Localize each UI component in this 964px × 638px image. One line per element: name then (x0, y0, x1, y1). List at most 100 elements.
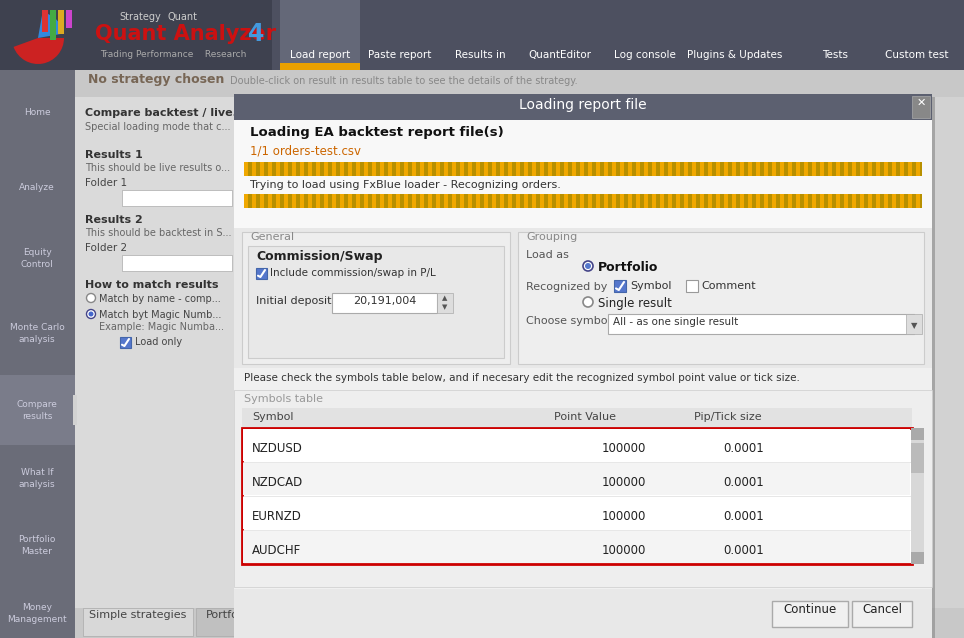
Text: ▲: ▲ (442, 295, 447, 301)
Bar (243, 463, 910, 495)
Bar (356, 194, 360, 208)
Bar (812, 194, 816, 208)
Bar (692, 162, 696, 176)
Bar (75, 70, 964, 638)
Bar (740, 194, 744, 208)
Bar (916, 194, 920, 208)
Text: 1/1 orders-test.csv: 1/1 orders-test.csv (250, 144, 361, 157)
Bar (620, 194, 624, 208)
Text: Continue: Continue (784, 603, 837, 616)
Bar (332, 194, 336, 208)
Bar (452, 194, 456, 208)
Text: Strategy: Strategy (120, 12, 161, 22)
Text: 0.0001: 0.0001 (724, 476, 764, 489)
Bar (508, 194, 512, 208)
Bar (252, 162, 256, 176)
Bar (244, 194, 922, 208)
Bar (332, 293, 437, 313)
Bar (556, 194, 560, 208)
Text: AUDCHF: AUDCHF (252, 544, 301, 557)
Text: Pip/Tick size: Pip/Tick size (694, 412, 762, 422)
Bar (764, 162, 768, 176)
Bar (420, 162, 424, 176)
Bar (812, 162, 816, 176)
Bar (564, 194, 568, 208)
Text: NZDCAD: NZDCAD (252, 476, 304, 489)
Bar (911, 552, 924, 564)
Text: Include commission/swap in P/L: Include commission/swap in P/L (270, 268, 436, 278)
Bar (484, 194, 488, 208)
Bar (644, 194, 648, 208)
Bar (364, 194, 368, 208)
Bar (428, 194, 432, 208)
Bar (243, 531, 910, 563)
Bar (764, 194, 768, 208)
Bar (234, 94, 932, 120)
Text: Symbol: Symbol (252, 412, 293, 422)
Bar (484, 162, 488, 176)
Bar (628, 162, 632, 176)
Bar (340, 162, 344, 176)
Bar (772, 194, 776, 208)
Bar (308, 194, 312, 208)
Bar (716, 162, 720, 176)
Text: Plugins & Updates: Plugins & Updates (687, 50, 783, 60)
Bar (396, 162, 400, 176)
Text: How to match results: How to match results (85, 280, 219, 290)
Bar (716, 194, 720, 208)
Bar (908, 162, 912, 176)
Bar (852, 601, 912, 627)
Bar (492, 194, 496, 208)
Bar (780, 162, 784, 176)
Bar (708, 162, 712, 176)
Bar (828, 194, 832, 208)
Text: Double-click on result in results table to see the details of the strategy.: Double-click on result in results table … (230, 76, 577, 86)
Bar (564, 162, 568, 176)
Bar (316, 194, 320, 208)
Text: Cancel: Cancel (862, 603, 902, 616)
Bar (234, 370, 932, 390)
Bar (636, 162, 640, 176)
Text: Results 1: Results 1 (85, 150, 143, 160)
Bar (686, 280, 698, 292)
Circle shape (89, 311, 94, 316)
Bar (452, 162, 456, 176)
Text: What If: What If (21, 468, 53, 477)
Text: 0.0001: 0.0001 (724, 544, 764, 557)
Text: Single result: Single result (598, 297, 672, 310)
Bar (234, 120, 932, 638)
Text: 100000: 100000 (602, 510, 646, 523)
Bar (284, 194, 288, 208)
Bar (260, 194, 264, 208)
Bar (308, 162, 312, 176)
Bar (75, 70, 964, 97)
Bar (660, 162, 664, 176)
Bar (83, 608, 193, 636)
Bar (364, 162, 368, 176)
Bar (412, 162, 416, 176)
Bar (700, 194, 704, 208)
Text: NZDUSD: NZDUSD (252, 442, 303, 455)
Text: Portfolio: Portfolio (598, 261, 658, 274)
Bar (404, 194, 408, 208)
Text: Trying to load using FxBlue loader - Recognizing orders.: Trying to load using FxBlue loader - Rec… (250, 180, 561, 190)
Text: Symbol: Symbol (630, 281, 672, 291)
Bar (708, 194, 712, 208)
Bar (388, 194, 392, 208)
Bar (420, 194, 424, 208)
Bar (234, 390, 932, 587)
Bar (900, 162, 904, 176)
Bar (772, 162, 776, 176)
Text: Load report: Load report (290, 50, 350, 60)
Bar (684, 194, 688, 208)
Bar (516, 194, 520, 208)
Text: Analyze: Analyze (19, 183, 55, 192)
Bar (572, 162, 576, 176)
Bar (260, 162, 264, 176)
Bar (588, 162, 592, 176)
Bar (556, 162, 560, 176)
Bar (860, 162, 864, 176)
Bar (780, 194, 784, 208)
Bar (892, 194, 896, 208)
Bar (756, 194, 760, 208)
